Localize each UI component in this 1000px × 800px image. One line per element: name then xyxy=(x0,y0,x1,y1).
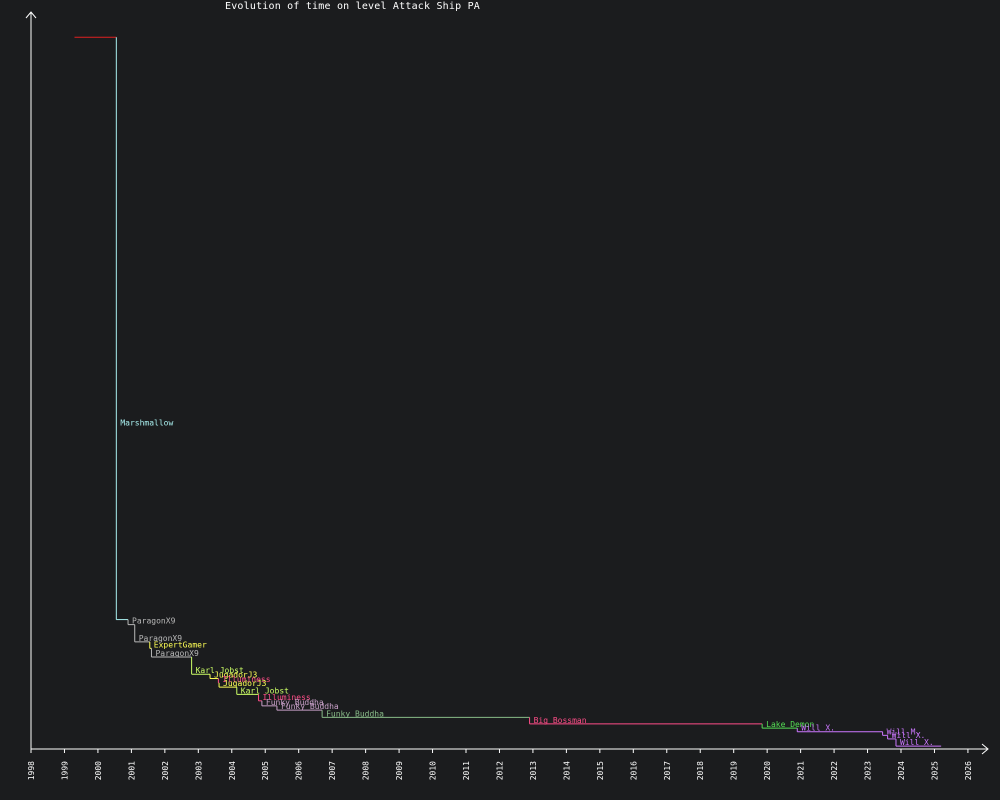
x-tick-label: 2023 xyxy=(864,761,873,780)
record-label: Funky Buddha xyxy=(266,698,324,707)
x-tick-label: 2001 xyxy=(127,761,136,780)
x-tick-label: 2009 xyxy=(395,761,404,780)
x-tick-label: 2018 xyxy=(696,761,705,780)
record-label: Funky Buddha xyxy=(326,709,384,718)
x-tick-label: 2012 xyxy=(495,761,504,780)
x-tick-label: 2010 xyxy=(429,761,438,780)
record-label: JugadorJ3 xyxy=(223,679,267,688)
x-tick-label: 2013 xyxy=(529,761,538,780)
x-ticks: 1998 1999 2000 2001 2002 2003 2004 2005 2006 2007… xyxy=(27,749,973,780)
x-axis-arrow xyxy=(981,743,989,755)
x-tick-label: 2025 xyxy=(930,761,939,780)
record-label: Will X. xyxy=(900,738,934,747)
record-label: Will X. xyxy=(892,731,926,740)
x-tick-label: 2002 xyxy=(161,761,170,780)
x-tick-label: 2021 xyxy=(797,761,806,780)
record-label: Funky Buddha xyxy=(281,702,339,711)
x-tick-label: 2017 xyxy=(663,761,672,780)
record-label: Will X. xyxy=(801,724,835,733)
x-tick-label: 2022 xyxy=(830,761,839,780)
record-label: Marshmallow xyxy=(120,418,173,427)
x-tick-label: 1998 xyxy=(27,761,36,780)
x-tick-label: 2003 xyxy=(194,761,203,780)
x-tick-label: 2008 xyxy=(362,761,371,780)
record-label: Karl Jobst xyxy=(196,666,244,675)
x-tick-label: 2014 xyxy=(562,761,571,780)
x-tick-label: 2007 xyxy=(328,761,337,780)
record-label: Karl Jobst xyxy=(241,686,289,695)
record-label: JugadorJ3 xyxy=(214,671,258,680)
record-labels: MarshmallowParagonX9ParagonX9ExpertGamer… xyxy=(120,418,933,747)
x-tick-label: 2024 xyxy=(897,761,906,780)
x-tick-label: 2016 xyxy=(629,761,638,780)
record-label: Illuminess xyxy=(222,675,270,684)
x-tick-label: 2004 xyxy=(228,761,237,780)
record-label: Will M. xyxy=(887,727,921,736)
record-label: ParagonX9 xyxy=(139,634,183,643)
y-axis-arrow xyxy=(25,11,37,19)
chart-title: Evolution of time on level Attack Ship P… xyxy=(224,1,481,12)
x-tick-label: 2005 xyxy=(261,761,270,780)
x-tick-label: 2026 xyxy=(964,761,973,780)
x-tick-label: 2020 xyxy=(763,761,772,780)
x-tick-label: 2011 xyxy=(462,761,471,780)
record-label: Big Bossman xyxy=(534,716,587,725)
record-label: ParagonX9 xyxy=(132,617,176,626)
x-tick-label: 1999 xyxy=(60,761,69,780)
record-label: ExpertGamer xyxy=(154,640,207,649)
x-tick-label: 2006 xyxy=(295,761,304,780)
record-label: ParagonX9 xyxy=(155,649,199,658)
axes xyxy=(25,11,989,755)
record-series xyxy=(74,36,942,747)
x-tick-label: 2015 xyxy=(596,761,605,780)
record-label: Illuminess xyxy=(263,693,311,702)
record-label: Lake Demon xyxy=(766,720,814,729)
x-tick-label: 2019 xyxy=(730,761,739,780)
x-tick-label: 2000 xyxy=(94,761,103,780)
